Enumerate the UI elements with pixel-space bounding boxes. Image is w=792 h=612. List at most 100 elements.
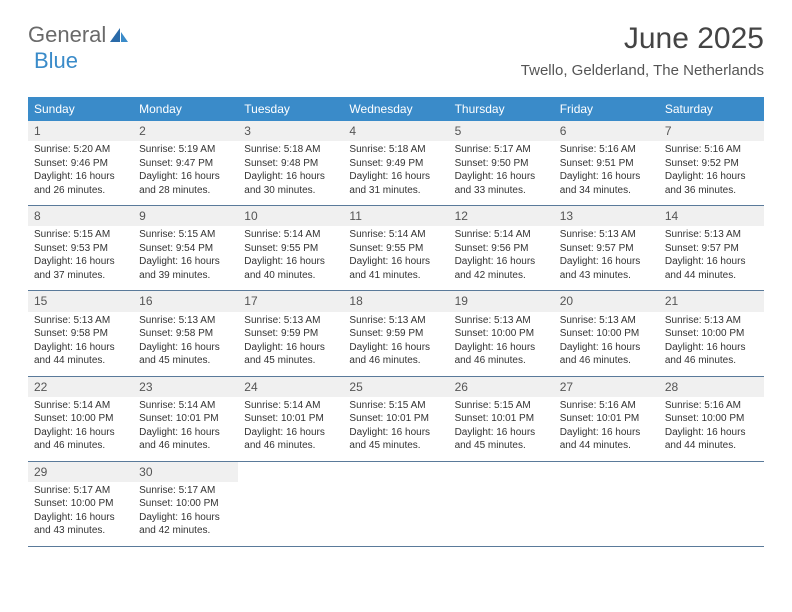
daylight-line: Daylight: 16 hours and 45 minutes.: [139, 341, 232, 368]
sunset-line: Sunset: 9:53 PM: [34, 242, 127, 256]
sunrise-line: Sunrise: 5:16 AM: [665, 399, 758, 413]
day-number: 14: [659, 206, 764, 226]
sunrise-line: Sunrise: 5:14 AM: [244, 228, 337, 242]
sunset-line: Sunset: 9:55 PM: [349, 242, 442, 256]
day-number: 20: [554, 291, 659, 311]
sunrise-line: Sunrise: 5:17 AM: [139, 484, 232, 498]
sunset-line: Sunset: 9:56 PM: [455, 242, 548, 256]
daylight-line: Daylight: 16 hours and 46 minutes.: [349, 341, 442, 368]
day-header-sat: Saturday: [659, 97, 764, 121]
day-cell: 15Sunrise: 5:13 AMSunset: 9:58 PMDayligh…: [28, 291, 133, 375]
sunrise-line: Sunrise: 5:14 AM: [244, 399, 337, 413]
sunrise-line: Sunrise: 5:18 AM: [244, 143, 337, 157]
day-cell: 1Sunrise: 5:20 AMSunset: 9:46 PMDaylight…: [28, 121, 133, 205]
day-cell: 12Sunrise: 5:14 AMSunset: 9:56 PMDayligh…: [449, 206, 554, 290]
day-cell: 4Sunrise: 5:18 AMSunset: 9:49 PMDaylight…: [343, 121, 448, 205]
daylight-line: Daylight: 16 hours and 30 minutes.: [244, 170, 337, 197]
sunset-line: Sunset: 10:01 PM: [455, 412, 548, 426]
sunset-line: Sunset: 10:00 PM: [34, 412, 127, 426]
week-row: 22Sunrise: 5:14 AMSunset: 10:00 PMDaylig…: [28, 377, 764, 462]
day-number: 26: [449, 377, 554, 397]
day-number: 23: [133, 377, 238, 397]
sunset-line: Sunset: 10:00 PM: [34, 497, 127, 511]
daylight-line: Daylight: 16 hours and 44 minutes.: [665, 426, 758, 453]
day-number: 22: [28, 377, 133, 397]
day-number: 2: [133, 121, 238, 141]
sunset-line: Sunset: 9:51 PM: [560, 157, 653, 171]
sunrise-line: Sunrise: 5:13 AM: [560, 314, 653, 328]
daylight-line: Daylight: 16 hours and 43 minutes.: [34, 511, 127, 538]
day-number: 18: [343, 291, 448, 311]
daylight-line: Daylight: 16 hours and 44 minutes.: [560, 426, 653, 453]
day-cell: 19Sunrise: 5:13 AMSunset: 10:00 PMDaylig…: [449, 291, 554, 375]
sunrise-line: Sunrise: 5:13 AM: [665, 228, 758, 242]
day-number: 27: [554, 377, 659, 397]
calendar: Sunday Monday Tuesday Wednesday Thursday…: [28, 97, 764, 547]
day-header-sun: Sunday: [28, 97, 133, 121]
sunset-line: Sunset: 10:01 PM: [349, 412, 442, 426]
calendar-body: 1Sunrise: 5:20 AMSunset: 9:46 PMDaylight…: [28, 121, 764, 547]
day-number: 13: [554, 206, 659, 226]
sunset-line: Sunset: 9:58 PM: [139, 327, 232, 341]
day-number: 25: [343, 377, 448, 397]
daylight-line: Daylight: 16 hours and 46 minutes.: [455, 341, 548, 368]
sunset-line: Sunset: 10:01 PM: [560, 412, 653, 426]
day-cell: 5Sunrise: 5:17 AMSunset: 9:50 PMDaylight…: [449, 121, 554, 205]
sunset-line: Sunset: 10:01 PM: [139, 412, 232, 426]
daylight-line: Daylight: 16 hours and 28 minutes.: [139, 170, 232, 197]
sunset-line: Sunset: 9:59 PM: [349, 327, 442, 341]
daylight-line: Daylight: 16 hours and 45 minutes.: [349, 426, 442, 453]
daylight-line: Daylight: 16 hours and 39 minutes.: [139, 255, 232, 282]
sunrise-line: Sunrise: 5:17 AM: [34, 484, 127, 498]
day-number: 7: [659, 121, 764, 141]
sunset-line: Sunset: 9:55 PM: [244, 242, 337, 256]
day-cell-empty: [238, 462, 343, 546]
day-cell: 14 Sunrise: 5:13 AMSunset: 9:57 PMDayligh…: [659, 206, 764, 290]
day-header-fri: Friday: [554, 97, 659, 121]
day-number: 19: [449, 291, 554, 311]
sunrise-line: Sunrise: 5:15 AM: [139, 228, 232, 242]
sunrise-line: Sunrise: 5:13 AM: [139, 314, 232, 328]
sunset-line: Sunset: 10:00 PM: [665, 412, 758, 426]
sunrise-line: Sunrise: 5:13 AM: [560, 228, 653, 242]
sunset-line: Sunset: 9:52 PM: [665, 157, 758, 171]
logo-text-blue: Blue: [34, 48, 78, 74]
day-cell: 13Sunrise: 5:13 AMSunset: 9:57 PMDayligh…: [554, 206, 659, 290]
sunset-line: Sunset: 9:49 PM: [349, 157, 442, 171]
day-cell-empty: [659, 462, 764, 546]
daylight-line: Daylight: 16 hours and 43 minutes.: [560, 255, 653, 282]
sunrise-line: Sunrise: 5:13 AM: [455, 314, 548, 328]
week-row: 8Sunrise: 5:15 AMSunset: 9:53 PMDaylight…: [28, 206, 764, 291]
sunrise-line: Sunrise: 5:14 AM: [349, 228, 442, 242]
day-cell-empty: [343, 462, 448, 546]
daylight-line: Daylight: 16 hours and 46 minutes.: [560, 341, 653, 368]
day-number: 10: [238, 206, 343, 226]
day-number: 1: [28, 121, 133, 141]
logo: General: [28, 22, 130, 48]
sunrise-line: Sunrise: 5:13 AM: [349, 314, 442, 328]
day-cell: 29Sunrise: 5:17 AMSunset: 10:00 PMDaylig…: [28, 462, 133, 546]
day-cell: 24Sunrise: 5:14 AMSunset: 10:01 PMDaylig…: [238, 377, 343, 461]
daylight-line: Daylight: 16 hours and 46 minutes.: [139, 426, 232, 453]
sunset-line: Sunset: 9:57 PM: [665, 242, 758, 256]
sunset-line: Sunset: 10:00 PM: [665, 327, 758, 341]
daylight-line: Daylight: 16 hours and 46 minutes.: [34, 426, 127, 453]
sunset-line: Sunset: 9:48 PM: [244, 157, 337, 171]
sunrise-line: Sunrise: 5:16 AM: [560, 399, 653, 413]
daylight-line: Daylight: 16 hours and 45 minutes.: [455, 426, 548, 453]
day-number: 24: [238, 377, 343, 397]
day-number: 16: [133, 291, 238, 311]
day-number: 6: [554, 121, 659, 141]
logo-sail-icon: [108, 26, 130, 44]
daylight-line: Daylight: 16 hours and 44 minutes.: [665, 255, 758, 282]
week-row: 1Sunrise: 5:20 AMSunset: 9:46 PMDaylight…: [28, 121, 764, 206]
day-cell: 9Sunrise: 5:15 AMSunset: 9:54 PMDaylight…: [133, 206, 238, 290]
day-cell-empty: [449, 462, 554, 546]
sunrise-line: Sunrise: 5:17 AM: [455, 143, 548, 157]
title-block: June 2025 Twello, Gelderland, The Nether…: [521, 22, 764, 79]
daylight-line: Daylight: 16 hours and 45 minutes.: [244, 341, 337, 368]
day-number: 28: [659, 377, 764, 397]
sunrise-line: Sunrise: 5:14 AM: [34, 399, 127, 413]
sunrise-line: Sunrise: 5:16 AM: [665, 143, 758, 157]
daylight-line: Daylight: 16 hours and 33 minutes.: [455, 170, 548, 197]
